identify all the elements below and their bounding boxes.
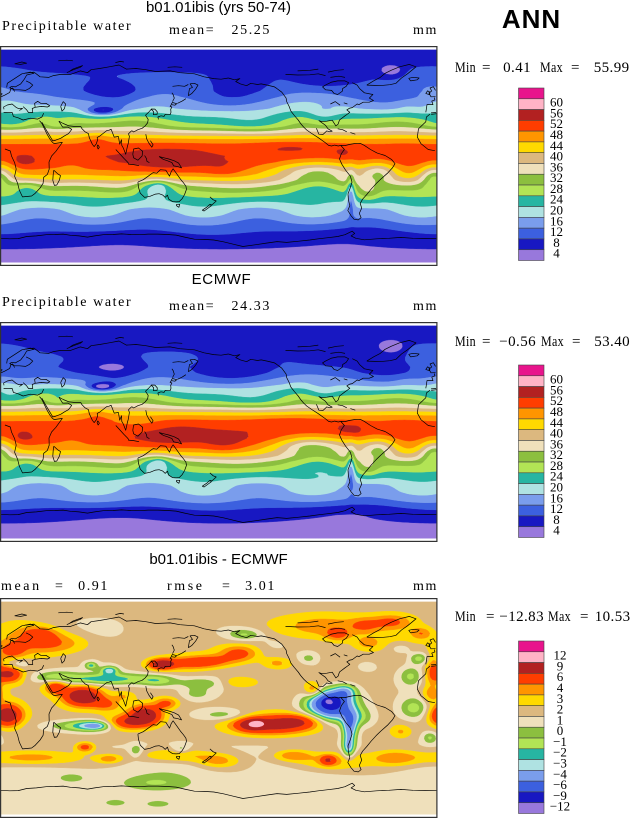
svg-text:36: 36 bbox=[550, 436, 564, 451]
svg-text:48: 48 bbox=[550, 404, 563, 419]
svg-text:1: 1 bbox=[557, 712, 564, 727]
svg-text:36: 36 bbox=[550, 159, 564, 174]
svg-text:32: 32 bbox=[550, 170, 563, 185]
svg-text:24: 24 bbox=[550, 192, 564, 207]
svg-text:20: 20 bbox=[550, 202, 563, 217]
svg-text:20: 20 bbox=[550, 479, 563, 494]
svg-text:−2: −2 bbox=[553, 744, 567, 759]
svg-text:2: 2 bbox=[557, 701, 564, 716]
svg-text:56: 56 bbox=[550, 382, 564, 397]
svg-text:52: 52 bbox=[550, 393, 563, 408]
svg-text:52: 52 bbox=[550, 116, 563, 131]
svg-text:−9: −9 bbox=[553, 787, 567, 802]
svg-text:56: 56 bbox=[550, 105, 564, 120]
svg-text:−1: −1 bbox=[553, 733, 567, 748]
svg-text:28: 28 bbox=[550, 181, 563, 196]
svg-text:24: 24 bbox=[550, 468, 564, 483]
svg-text:6: 6 bbox=[557, 669, 564, 684]
svg-text:0: 0 bbox=[557, 723, 564, 738]
svg-text:44: 44 bbox=[550, 138, 564, 153]
svg-text:4: 4 bbox=[557, 680, 564, 695]
svg-text:12: 12 bbox=[550, 224, 563, 239]
svg-text:4: 4 bbox=[553, 522, 560, 537]
svg-text:4: 4 bbox=[553, 246, 560, 261]
svg-text:40: 40 bbox=[550, 149, 563, 164]
svg-text:60: 60 bbox=[550, 95, 563, 110]
svg-text:12: 12 bbox=[554, 647, 567, 662]
svg-text:8: 8 bbox=[553, 511, 560, 526]
svg-text:8: 8 bbox=[553, 235, 560, 250]
svg-text:40: 40 bbox=[550, 425, 563, 440]
svg-text:−3: −3 bbox=[553, 755, 567, 770]
svg-text:16: 16 bbox=[550, 490, 564, 505]
svg-text:9: 9 bbox=[557, 658, 564, 673]
svg-text:−4: −4 bbox=[553, 766, 567, 781]
svg-text:28: 28 bbox=[550, 457, 563, 472]
svg-text:12: 12 bbox=[550, 501, 563, 516]
svg-text:−12: −12 bbox=[550, 798, 570, 813]
svg-text:16: 16 bbox=[550, 213, 564, 228]
svg-text:44: 44 bbox=[550, 414, 564, 429]
svg-text:−6: −6 bbox=[553, 777, 567, 792]
svg-text:32: 32 bbox=[550, 447, 563, 462]
svg-text:3: 3 bbox=[557, 690, 564, 705]
svg-text:48: 48 bbox=[550, 127, 563, 142]
svg-text:60: 60 bbox=[550, 371, 563, 386]
